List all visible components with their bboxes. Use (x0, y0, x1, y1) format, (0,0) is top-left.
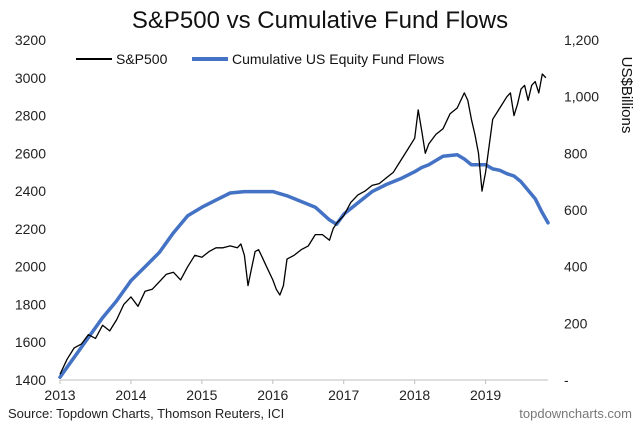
left-tick-label: 2400 (15, 183, 46, 199)
left-tick-label: 2800 (15, 108, 46, 124)
x-tick-label: 2018 (399, 387, 430, 403)
right-tick-label: 400 (564, 259, 588, 275)
right-axis-ticks: - 200 400 600 800 1,000 1,200 (564, 32, 599, 388)
right-tick-label: 1,200 (564, 32, 599, 48)
right-tick-label: - (564, 372, 569, 388)
left-tick-label: 1600 (15, 334, 46, 350)
left-tick-label: 2200 (15, 221, 46, 237)
right-tick-label: 600 (564, 202, 588, 218)
series-line-fund-flows (58, 153, 550, 379)
x-axis-ticks: 2013 2014 2015 2016 2017 2018 2019 (44, 380, 501, 403)
right-tick-label: 200 (564, 315, 588, 331)
right-axis-title: US$Billions (618, 57, 635, 134)
left-tick-label: 3000 (15, 70, 46, 86)
left-tick-label: 3200 (15, 32, 46, 48)
credit-text: topdowncharts.com (519, 406, 632, 421)
x-tick-label: 2019 (470, 387, 501, 403)
x-tick-label: 2013 (44, 387, 75, 403)
left-tick-label: 1400 (15, 372, 46, 388)
left-tick-label: 1800 (15, 296, 46, 312)
x-tick-label: 2017 (328, 387, 359, 403)
legend-label-sp500: S&P500 (116, 51, 168, 67)
right-tick-label: 1,000 (564, 89, 599, 105)
series-line-sp500 (59, 73, 547, 375)
left-tick-label: 2600 (15, 145, 46, 161)
chart-title: S&P500 vs Cumulative Fund Flows (132, 7, 508, 34)
x-tick-label: 2016 (257, 387, 288, 403)
left-tick-label: 2000 (15, 259, 46, 275)
x-tick-label: 2014 (115, 387, 146, 403)
x-tick-label: 2015 (186, 387, 217, 403)
left-axis-ticks: 1400 1600 1800 2000 2200 2400 2600 2800 3000 3200 (15, 32, 46, 388)
right-tick-label: 800 (564, 145, 588, 161)
source-note: Source: Topdown Charts, Thomson Reuters,… (8, 406, 284, 421)
legend-label-fund-flows: Cumulative US Equity Fund Flows (232, 51, 444, 67)
legend: S&P500 Cumulative US Equity Fund Flows (76, 51, 444, 67)
